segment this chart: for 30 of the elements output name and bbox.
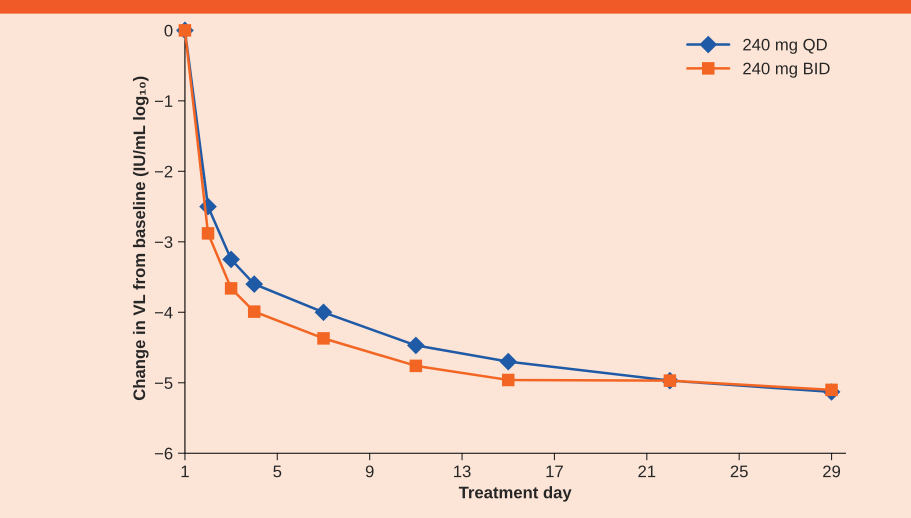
point: [500, 353, 517, 370]
y-tick-label: −3: [154, 236, 172, 248]
point: [246, 276, 263, 293]
point: [248, 305, 260, 318]
x-tick-label: 29: [823, 465, 840, 478]
y-tick-label: −6: [154, 448, 172, 460]
x-tick-label: 13: [454, 465, 471, 478]
x-tick-label: 17: [546, 466, 563, 478]
point: [317, 332, 330, 345]
x-tick-label: 21: [638, 465, 656, 478]
legend-label: 240 mg BID: [743, 62, 830, 78]
point: [314, 304, 332, 321]
point: [407, 336, 424, 354]
y-tick-label: −4: [154, 306, 173, 318]
point: [410, 360, 422, 372]
y-tick-label: −1: [154, 95, 172, 107]
x-tick-label: 25: [730, 465, 748, 478]
y-tick-label: −2: [154, 166, 172, 178]
point: [222, 250, 240, 268]
x-axis-title: Treatment day: [458, 486, 572, 502]
x-tick-label: 1: [182, 466, 189, 478]
point: [224, 282, 238, 295]
point: [202, 227, 214, 240]
legend-label: 240 mg QD: [743, 38, 827, 54]
x-tick-label: 9: [366, 465, 374, 478]
y-tick-label: −5: [154, 377, 172, 389]
y-tick-label: 0: [164, 24, 172, 37]
y-axis-title: Change in VL from baseline (IU/mL log₁₀): [132, 76, 149, 400]
x-tick-label: 5: [273, 466, 282, 478]
point: [502, 374, 514, 386]
